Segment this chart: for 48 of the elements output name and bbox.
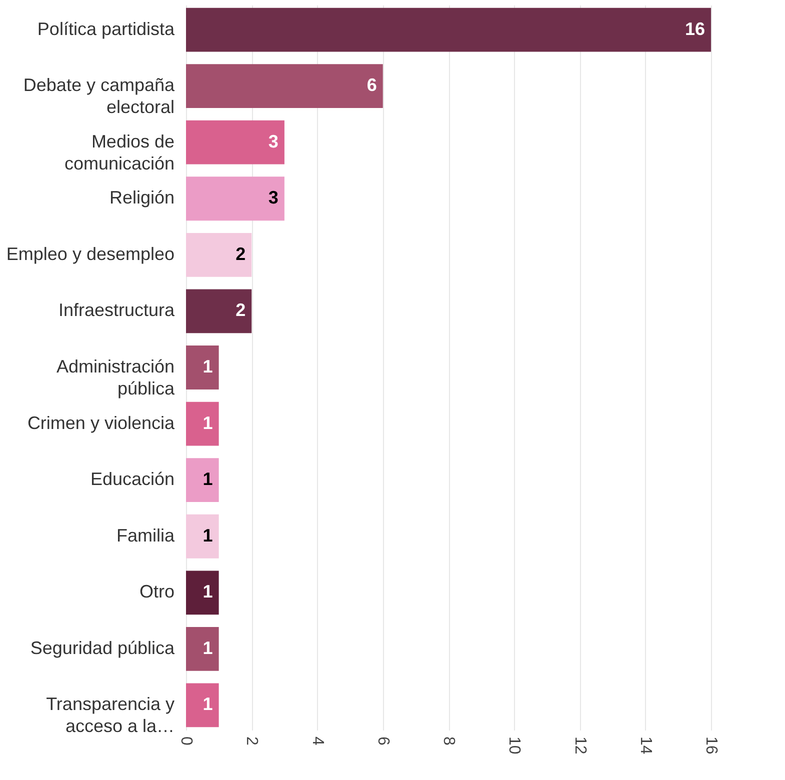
- y-tick-label: Debate y campaña electoral: [23, 75, 176, 118]
- bar: [186, 64, 383, 108]
- y-tick-label: Religión: [109, 188, 174, 208]
- data-label: 1: [202, 356, 213, 376]
- x-tick-label: 0: [178, 736, 194, 746]
- bar: [186, 289, 252, 334]
- data-label: 16: [684, 18, 705, 39]
- x-tick-label: 2: [243, 736, 260, 746]
- x-tick-label: 8: [440, 736, 457, 746]
- x-tick-label: 4: [308, 736, 326, 746]
- bar: [186, 176, 284, 221]
- data-label: 1: [202, 412, 213, 433]
- y-tick-label: Empleo y desempleo: [6, 244, 174, 264]
- bar: [186, 8, 711, 52]
- bar: [186, 120, 284, 164]
- bar: [186, 570, 219, 615]
- data-label: 1: [202, 582, 213, 602]
- data-label: 6: [366, 75, 377, 96]
- y-tick-label: Infraestructura: [58, 300, 176, 320]
- x-tick-label: 6: [374, 736, 392, 746]
- data-label: 1: [202, 694, 213, 714]
- y-tick-label: Medios de comunicación: [64, 131, 174, 174]
- bar: [186, 514, 219, 558]
- x-tick-label: 10: [506, 736, 523, 754]
- y-tick-label: Otro: [139, 582, 174, 602]
- bar: [186, 458, 219, 502]
- data-label: 1: [202, 638, 213, 658]
- bar: [186, 626, 219, 671]
- data-label: 2: [236, 300, 246, 320]
- data-label: 3: [268, 131, 278, 152]
- bar: [186, 683, 219, 728]
- y-tick-label: Administración pública: [56, 356, 176, 398]
- data-label: 3: [268, 188, 278, 208]
- data-label: 2: [236, 244, 246, 264]
- y-tick-label: Familia: [116, 525, 176, 546]
- y-tick-label: Transparencia y acceso a la…: [46, 694, 174, 736]
- x-tick-label: 14: [636, 736, 654, 754]
- y-tick-label: Crimen y violencia: [27, 412, 176, 433]
- x-tick-label: 12: [571, 736, 588, 754]
- data-label: 1: [202, 525, 213, 546]
- data-label: 1: [202, 469, 213, 490]
- bar: [186, 232, 252, 277]
- bar: [186, 346, 219, 390]
- x-tick-label: 16: [702, 736, 720, 754]
- y-tick-label: Política partidista: [37, 18, 176, 39]
- bar: [186, 402, 219, 446]
- y-tick-label: Educación: [90, 469, 174, 490]
- y-tick-label: Seguridad pública: [30, 638, 176, 658]
